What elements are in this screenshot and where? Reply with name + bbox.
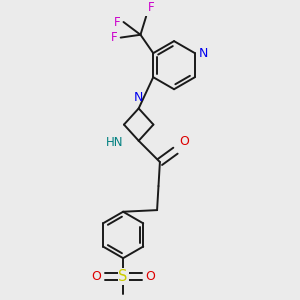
Text: S: S [118,269,128,284]
Text: F: F [111,31,117,44]
Text: F: F [113,16,120,28]
Text: HN: HN [106,136,123,149]
Text: N: N [134,91,143,104]
Text: O: O [92,270,101,283]
Text: O: O [145,270,155,283]
Text: F: F [148,1,154,14]
Text: O: O [179,135,189,148]
Text: N: N [199,47,208,60]
